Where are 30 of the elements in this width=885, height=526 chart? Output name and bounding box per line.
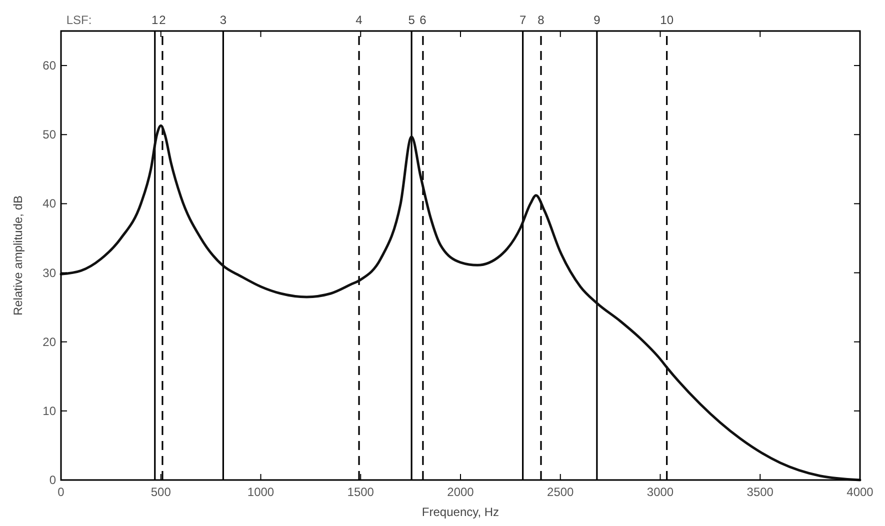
annotation: 1 <box>152 13 159 27</box>
annotation: 9 <box>594 13 601 27</box>
annotation: 7 <box>519 13 526 27</box>
y-tick-label: 0 <box>49 473 56 487</box>
x-axis-title: Frequency, Hz <box>422 505 500 519</box>
x-tick-label: 500 <box>150 485 172 499</box>
annotation: 2 <box>159 13 166 27</box>
x-tick-label: 4000 <box>846 485 874 499</box>
annotation: 8 <box>538 13 545 27</box>
x-tick-label: 3000 <box>646 485 674 499</box>
y-tick-label: 10 <box>42 404 56 418</box>
annotation: 3 <box>220 13 227 27</box>
y-tick-label: 60 <box>42 58 56 73</box>
y-tick-label: 50 <box>42 128 56 142</box>
y-tick-label: 20 <box>42 334 56 349</box>
x-tick-label: 3500 <box>746 485 774 499</box>
x-tick-label: 1500 <box>347 485 374 499</box>
y-tick-label: 30 <box>42 266 56 280</box>
annotation: 4 <box>356 13 363 27</box>
annotation: 10 <box>660 13 674 27</box>
annotation: 6 <box>420 13 427 27</box>
y-axis-title: Relative amplitude, dB <box>11 195 25 316</box>
annotation: 5 <box>408 13 416 27</box>
y-tick-label: 40 <box>42 196 56 211</box>
x-tick-label: 0 <box>58 485 65 499</box>
x-tick-label: 2500 <box>547 485 574 499</box>
text: LSF: <box>66 13 92 27</box>
x-tick-label: 2000 <box>447 485 474 499</box>
line-series <box>60 124 862 482</box>
x-tick-label: 1000 <box>247 485 274 499</box>
